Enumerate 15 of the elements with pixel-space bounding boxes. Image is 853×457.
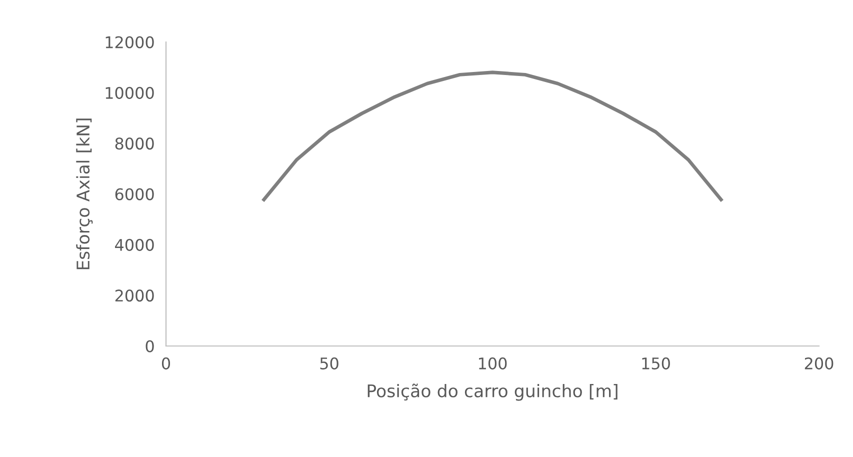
y-tick-label: 0 [146, 340, 154, 352]
y-tick-label: 12000 [106, 36, 154, 48]
x-axis-title: Posição do carro guincho [m] [368, 384, 618, 401]
x-tick-label: 100 [479, 357, 507, 370]
x-tick-label: 0 [162, 357, 170, 370]
y-axis-title: Esforço Axial [kN] [76, 118, 93, 270]
line-series [262, 70, 723, 202]
y-tick-label: 10000 [106, 86, 154, 99]
y-tick-label: 4000 [115, 238, 154, 251]
y-tick-label: 2000 [115, 290, 154, 302]
x-tick-label: 150 [642, 357, 670, 370]
y-tick-label: 6000 [115, 188, 154, 200]
y-tick-label: 8000 [115, 138, 154, 150]
x-tick-label: 50 [320, 357, 338, 370]
x-tick-label: 200 [804, 357, 834, 370]
